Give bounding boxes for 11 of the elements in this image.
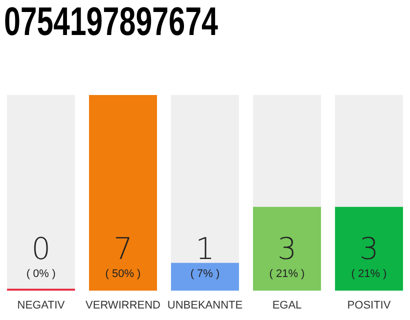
data-label: 7 ( 50% ) (105, 232, 141, 280)
x-tick-label: UNBEKANNTE (167, 299, 243, 312)
data-label: 3 ( 21% ) (269, 232, 305, 280)
data-label: 0 ( 0% ) (26, 232, 56, 280)
x-tick-label: POSITIV (347, 299, 392, 312)
x-tick-label: EGAL (272, 299, 302, 312)
data-label: 1 ( 7% ) (190, 232, 220, 280)
x-tick-label: VERWIRREND (86, 299, 161, 312)
x-tick-label: NEGATIV (17, 299, 66, 312)
chart-title: 0754197897674 (4, 0, 218, 45)
data-label: 3 ( 21% ) (351, 232, 387, 280)
